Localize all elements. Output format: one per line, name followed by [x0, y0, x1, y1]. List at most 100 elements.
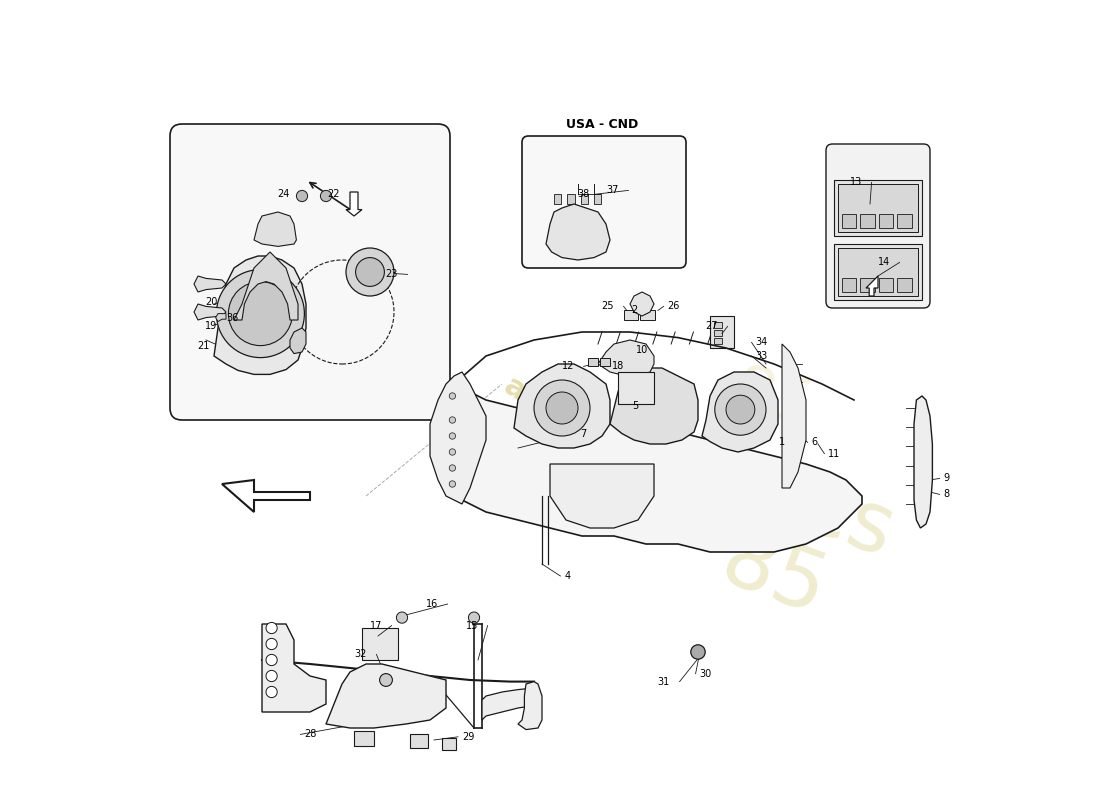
Circle shape	[534, 380, 590, 436]
Text: 85: 85	[728, 361, 821, 439]
Text: 14: 14	[878, 258, 890, 267]
Polygon shape	[194, 276, 226, 292]
Polygon shape	[346, 192, 362, 216]
Text: 25: 25	[602, 302, 614, 311]
Circle shape	[449, 433, 455, 439]
Polygon shape	[914, 396, 933, 528]
Text: 5: 5	[632, 401, 639, 410]
Polygon shape	[610, 368, 698, 444]
Text: 17: 17	[370, 621, 382, 630]
Polygon shape	[290, 328, 306, 354]
Circle shape	[726, 395, 755, 424]
Polygon shape	[514, 364, 611, 448]
Circle shape	[346, 248, 394, 296]
Text: 36: 36	[227, 314, 239, 323]
Bar	[714, 338, 722, 344]
Polygon shape	[482, 688, 534, 720]
Text: 32: 32	[354, 650, 366, 659]
FancyBboxPatch shape	[826, 144, 930, 308]
Text: 85: 85	[711, 520, 838, 632]
Polygon shape	[430, 372, 486, 504]
Circle shape	[355, 258, 384, 286]
Polygon shape	[222, 480, 310, 512]
Text: 20: 20	[205, 298, 217, 307]
Bar	[442, 738, 456, 750]
Polygon shape	[214, 256, 306, 374]
Circle shape	[266, 654, 277, 666]
Bar	[898, 214, 912, 228]
Bar	[842, 278, 857, 292]
Circle shape	[449, 465, 455, 471]
Polygon shape	[598, 340, 654, 376]
Circle shape	[296, 190, 308, 202]
Bar	[362, 628, 398, 660]
Text: 37: 37	[606, 186, 619, 195]
Text: es: es	[788, 466, 904, 574]
Bar	[714, 322, 722, 328]
Circle shape	[691, 645, 705, 659]
Text: 15: 15	[465, 621, 478, 630]
Polygon shape	[546, 204, 611, 260]
Text: 8: 8	[944, 490, 949, 499]
Circle shape	[229, 282, 293, 346]
Bar	[879, 214, 893, 228]
Polygon shape	[326, 664, 446, 728]
Circle shape	[320, 190, 331, 202]
Bar	[838, 184, 918, 232]
Text: USA - CND: USA - CND	[565, 118, 638, 130]
Circle shape	[715, 384, 766, 435]
Text: 19: 19	[205, 322, 217, 331]
Text: 38: 38	[578, 190, 590, 199]
Polygon shape	[866, 276, 878, 296]
Bar	[594, 194, 602, 204]
Text: 7: 7	[581, 429, 586, 438]
Circle shape	[449, 417, 455, 423]
Bar	[640, 310, 654, 320]
Text: 24: 24	[277, 190, 290, 199]
Text: 4: 4	[564, 571, 571, 581]
Bar	[714, 330, 722, 336]
Polygon shape	[782, 344, 806, 488]
Polygon shape	[550, 464, 654, 528]
Text: 9: 9	[944, 474, 949, 483]
Bar	[834, 244, 922, 300]
Text: 31: 31	[658, 677, 670, 686]
Circle shape	[266, 686, 277, 698]
Circle shape	[449, 449, 455, 455]
Bar	[624, 310, 638, 320]
Circle shape	[469, 612, 480, 623]
Bar	[568, 194, 574, 204]
FancyBboxPatch shape	[170, 124, 450, 420]
Circle shape	[266, 638, 277, 650]
Text: 33: 33	[756, 351, 768, 361]
Text: 28: 28	[305, 730, 317, 739]
Bar	[898, 278, 912, 292]
Bar	[588, 358, 598, 366]
Circle shape	[546, 392, 578, 424]
Circle shape	[379, 674, 393, 686]
Polygon shape	[518, 682, 542, 730]
Bar	[354, 731, 374, 746]
Circle shape	[449, 481, 455, 487]
Polygon shape	[702, 372, 778, 452]
Circle shape	[266, 622, 277, 634]
Text: 13: 13	[849, 178, 862, 187]
FancyBboxPatch shape	[522, 136, 686, 268]
Circle shape	[396, 612, 408, 623]
Text: 21: 21	[197, 341, 209, 350]
Text: 6: 6	[812, 438, 817, 447]
Bar	[838, 248, 918, 296]
Bar	[618, 372, 654, 404]
Text: 1: 1	[779, 438, 785, 447]
Text: 29: 29	[462, 732, 474, 742]
Text: 23: 23	[386, 270, 398, 279]
Circle shape	[266, 670, 277, 682]
Polygon shape	[446, 384, 862, 552]
Text: 18: 18	[612, 362, 624, 371]
Text: 27: 27	[705, 322, 718, 331]
Bar	[860, 278, 875, 292]
Circle shape	[217, 270, 305, 358]
Text: 22: 22	[328, 190, 340, 199]
Bar	[834, 180, 922, 236]
Polygon shape	[216, 314, 225, 322]
